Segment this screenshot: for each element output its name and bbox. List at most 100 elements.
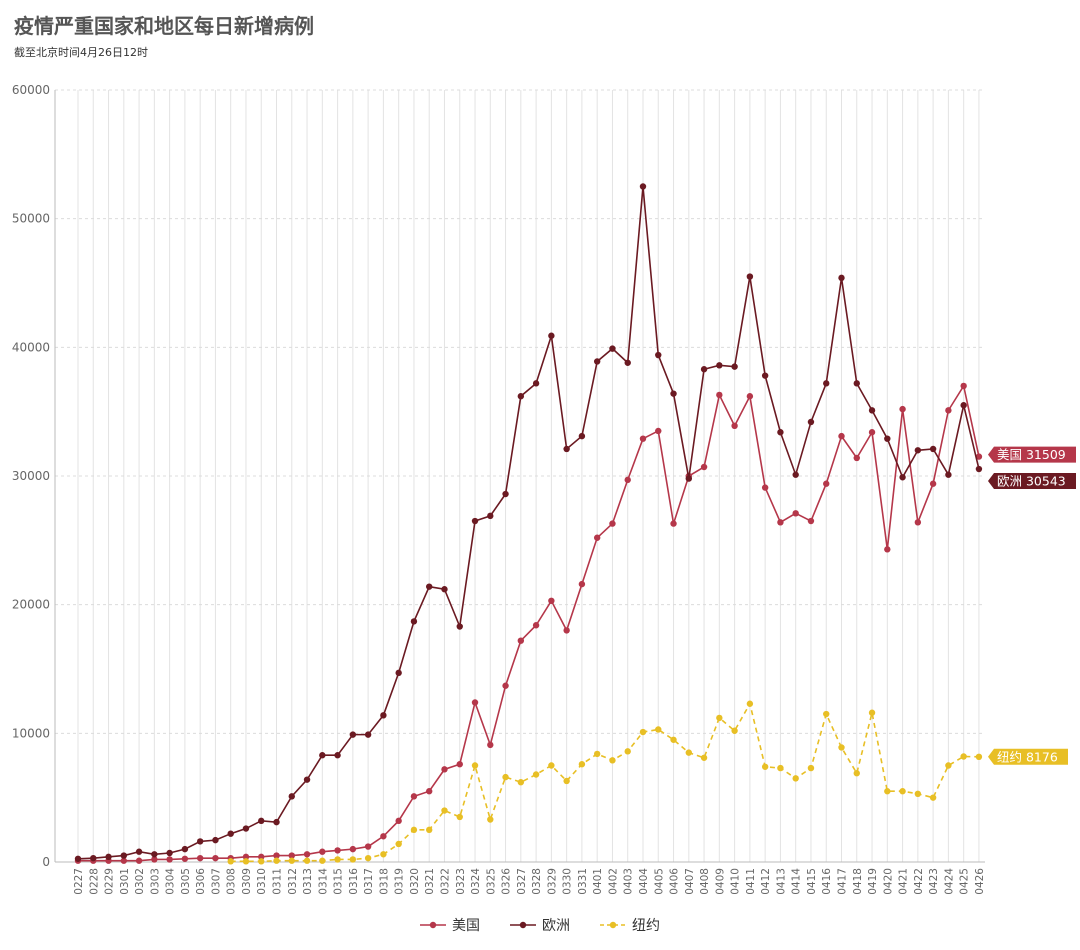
data-point: [166, 849, 173, 857]
data-point: [395, 669, 402, 677]
x-tick-label: 0306: [195, 868, 207, 895]
data-point: [578, 432, 586, 440]
data-point: [288, 857, 295, 864]
data-point: [624, 359, 631, 366]
y-tick-label: 20000: [12, 598, 50, 612]
data-point: [899, 474, 906, 481]
data-point: [655, 726, 662, 733]
data-point: [868, 407, 876, 414]
y-tick-label: 40000: [12, 340, 50, 354]
x-tick-label: 0422: [913, 868, 925, 895]
x-tick-label: 0421: [898, 868, 910, 895]
series-line: [77, 186, 980, 860]
data-point: [929, 445, 937, 453]
data-point: [456, 623, 463, 630]
data-point: [273, 818, 280, 826]
data-point: [838, 274, 845, 282]
data-point: [426, 788, 433, 795]
data-point: [700, 463, 708, 471]
data-point: [487, 512, 494, 520]
data-point: [120, 857, 128, 864]
data-point: [212, 854, 219, 862]
data-point: [838, 744, 845, 751]
data-point: [563, 445, 570, 453]
legend-item[interactable]: 美国: [420, 915, 480, 935]
legend-label: 纽约: [632, 918, 660, 934]
legend-label: 美国: [452, 918, 480, 934]
x-tick-label: 0418: [852, 868, 864, 895]
data-point: [746, 393, 754, 400]
data-point: [227, 830, 234, 837]
x-tick-label: 0419: [867, 868, 879, 895]
x-tick-label: 0326: [501, 868, 513, 895]
x-tick-label: 0313: [302, 868, 314, 895]
data-point: [731, 422, 738, 430]
data-point: [792, 471, 799, 478]
y-tick-label: 50000: [12, 212, 50, 226]
data-point: [777, 519, 784, 526]
legend-line-icon: [600, 921, 626, 929]
data-point: [655, 351, 662, 359]
legend-item[interactable]: 欧洲: [510, 915, 570, 935]
legend-line-icon: [510, 921, 536, 929]
legend-line-icon: [420, 921, 446, 929]
data-point: [441, 766, 448, 773]
data-point: [319, 752, 326, 759]
legend-item[interactable]: 纽约: [600, 915, 660, 935]
data-point: [502, 682, 509, 689]
x-tick-label: 0227: [73, 868, 85, 895]
x-tick-label: 0311: [272, 868, 284, 895]
x-tick-label: 0405: [653, 868, 665, 895]
data-point: [700, 366, 708, 373]
data-point: [853, 380, 860, 387]
data-point: [960, 382, 967, 390]
data-point: [563, 627, 570, 634]
data-point: [731, 363, 738, 370]
x-tick-label: 0228: [88, 868, 100, 895]
data-point: [166, 856, 173, 863]
data-point: [716, 391, 723, 399]
data-point: [975, 753, 983, 761]
x-tick-label: 0425: [959, 868, 971, 895]
data-point: [899, 788, 906, 795]
data-point: [105, 853, 112, 861]
data-point: [319, 848, 326, 855]
data-point: [975, 465, 983, 473]
data-point: [181, 855, 189, 862]
x-tick-label: 0424: [943, 868, 955, 895]
data-point: [349, 845, 357, 853]
data-point: [380, 851, 387, 858]
x-tick-label: 0229: [104, 868, 116, 895]
x-tick-label: 0412: [760, 868, 772, 895]
data-point: [517, 393, 525, 400]
data-point: [914, 790, 922, 798]
x-tick-label: 0301: [119, 868, 131, 895]
x-tick-label: 0401: [592, 868, 604, 895]
data-point: [914, 519, 922, 526]
data-point: [349, 731, 357, 738]
x-tick-label: 0413: [775, 868, 787, 895]
data-point: [578, 761, 586, 768]
data-point: [517, 637, 525, 644]
data-point: [364, 854, 372, 862]
x-tick-label: 0318: [378, 868, 390, 895]
data-point: [456, 761, 463, 768]
data-point: [471, 762, 479, 769]
data-point: [532, 622, 540, 629]
data-point: [700, 754, 708, 761]
data-point: [807, 764, 815, 772]
data-point: [823, 380, 830, 387]
data-point: [670, 520, 677, 527]
x-tick-label: 0411: [745, 868, 757, 895]
x-tick-label: 0404: [638, 868, 650, 895]
data-point: [685, 475, 692, 482]
data-point: [609, 520, 616, 527]
data-point: [578, 580, 586, 588]
end-label: 纽约 8176: [988, 748, 1068, 765]
data-point: [716, 362, 723, 369]
x-tick-label: 0307: [210, 868, 222, 895]
data-point: [716, 714, 723, 722]
y-tick-label: 30000: [12, 469, 50, 483]
data-point: [807, 517, 815, 525]
x-tick-label: 0304: [165, 868, 177, 895]
